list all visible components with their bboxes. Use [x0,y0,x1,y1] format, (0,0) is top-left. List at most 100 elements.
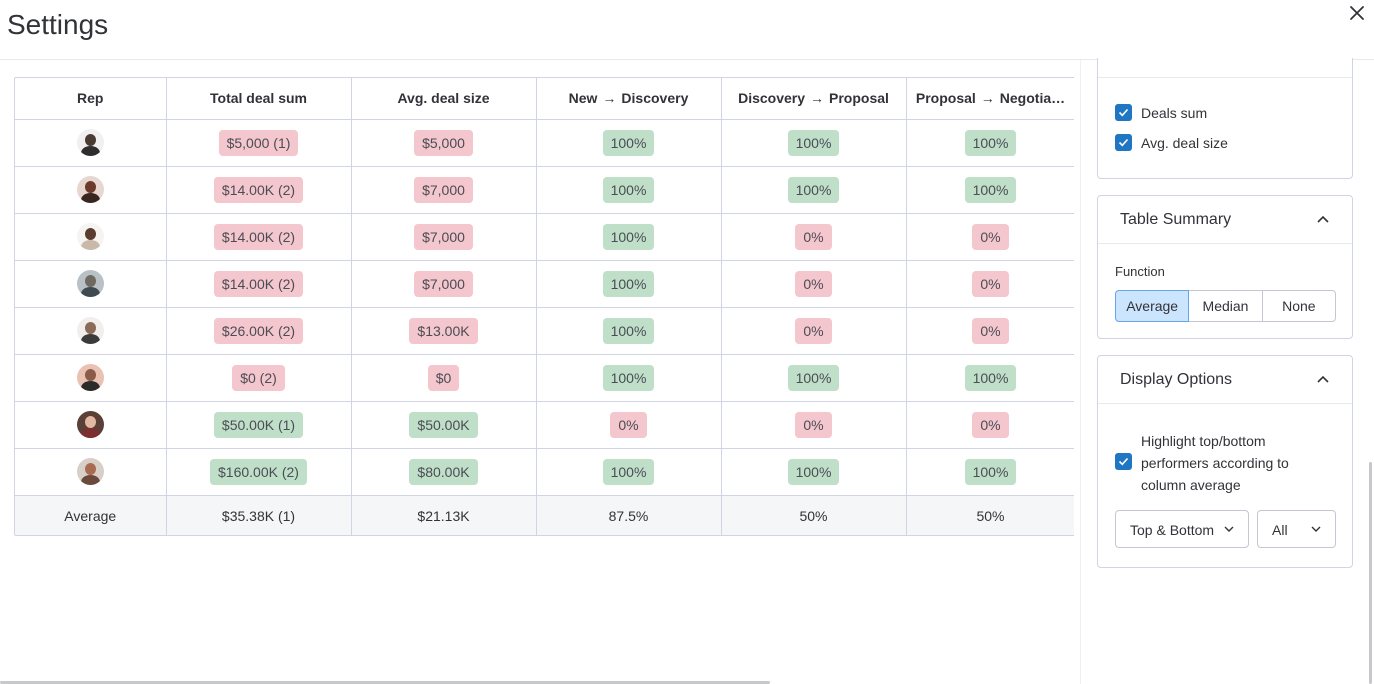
horizontal-scrollbar[interactable] [0,681,770,684]
cell-total-deal-sum: $14.00K (2) [166,260,352,308]
avatar-7[interactable] [76,411,104,438]
avatar-body [80,334,100,344]
arrow-right-icon: → [810,90,825,107]
avatar-5[interactable] [76,317,104,344]
arrow-right-icon: → [602,90,617,107]
avatar-body [80,475,100,485]
rep-cell [15,448,167,496]
value-pill: 100% [964,176,1017,203]
table-row: $14.00K (2) $7,000 100% 100% 100% [15,166,1074,214]
highlight-scope-select[interactable]: All [1257,510,1336,548]
table-row: $0 (2) $0 100% 100% 100% [15,354,1074,402]
cell-new-discovery: 100% [536,307,722,355]
cell-avg-deal-size: $7,000 [351,260,537,308]
cell-new-discovery: 100% [536,166,722,214]
function-label: Function [1115,264,1165,279]
function-option-median[interactable]: Median [1188,290,1263,322]
cell-proposal-negotiation: 100% [906,166,1074,214]
value-pill: $0 [427,364,460,391]
column-header-to: Proposal [829,90,889,107]
avatar-body [80,193,100,203]
avatar-head [84,322,96,334]
vertical-scrollbar[interactable] [1369,462,1372,684]
close-icon[interactable] [1347,3,1367,23]
cell-proposal-negotiation: 0% [906,401,1074,449]
deals-sum-checkbox[interactable] [1115,104,1132,121]
summary-cell: 50% [721,495,907,535]
cell-total-deal-sum: $0 (2) [166,354,352,402]
check-icon [1118,108,1129,117]
column-header-proposal-negotiation[interactable]: Proposal → Negotia… [906,78,1074,120]
summary-cell: 87.5% [536,495,722,535]
cell-new-discovery: 100% [536,448,722,496]
function-option-average[interactable]: Average [1115,290,1190,322]
highlight-checkbox[interactable] [1115,453,1132,470]
avatar-head [84,463,96,475]
column-header-rep[interactable]: Rep [15,78,167,120]
value-pill: 0% [795,223,832,250]
report-table: Rep Total deal sum Avg. deal size New → Di… [14,77,1074,536]
value-pill: 100% [964,364,1017,391]
rep-cell [15,119,167,167]
avatar-body [80,240,100,250]
cell-proposal-negotiation: 100% [906,354,1074,402]
highlight-mode-select[interactable]: Top & Bottom [1115,510,1249,548]
value-pill: $5,000 (1) [218,129,299,156]
summary-cell: $21.13K [351,495,537,535]
cell-discovery-proposal: 100% [721,166,907,214]
function-option-none[interactable]: None [1261,290,1336,322]
value-pill: 100% [787,176,840,203]
rep-cell [15,166,167,214]
chevron-up-icon[interactable] [1316,214,1330,224]
summary-label: Average [15,495,167,535]
cell-new-discovery: 100% [536,260,722,308]
cell-proposal-negotiation: 0% [906,307,1074,355]
cell-new-discovery: 100% [536,354,722,402]
avatar-3[interactable] [76,223,104,250]
avatar-2[interactable] [76,176,104,203]
summary-cell: 50% [906,495,1074,535]
cell-proposal-negotiation: 0% [906,260,1074,308]
rep-cell [15,401,167,449]
avatar-6[interactable] [76,364,104,391]
cell-discovery-proposal: 0% [721,307,907,355]
arrow-right-icon: → [980,90,995,107]
avg-deal-size-label: Avg. deal size [1141,135,1228,151]
avatar-head [84,369,96,381]
value-pill: 100% [602,223,655,250]
value-pill: 0% [795,411,832,438]
avatar-1[interactable] [76,129,104,156]
cell-avg-deal-size: $5,000 [351,119,537,167]
avatar-head [84,416,96,428]
cell-discovery-proposal: 100% [721,448,907,496]
value-pill: 0% [795,317,832,344]
cell-new-discovery: 0% [536,401,722,449]
table-header-row: Rep Total deal sum Avg. deal size New → Di… [15,78,1074,120]
column-header-total-deal-sum[interactable]: Total deal sum [166,78,352,120]
cell-discovery-proposal: 0% [721,213,907,261]
display-options-title: Display Options [1120,371,1233,388]
value-pill: $80.00K [409,458,478,485]
avg-deal-size-checkbox[interactable] [1115,134,1132,151]
highlight-label-line: Highlight top/bottom [1141,433,1266,449]
avatar-8[interactable] [76,458,104,485]
column-header-new-discovery[interactable]: New → Discovery [536,78,722,120]
table-summary-header[interactable]: Table Summary [1098,196,1352,244]
table-summary-card: Table Summary Function Average Median No… [1097,195,1353,339]
chevron-up-icon[interactable] [1316,374,1330,384]
cell-avg-deal-size: $50.00K [351,401,537,449]
avatar-body [80,287,100,297]
column-header-avg-deal-size[interactable]: Avg. deal size [351,78,537,120]
check-icon [1118,138,1129,147]
cell-total-deal-sum: $26.00K (2) [166,307,352,355]
value-pill: $14.00K (2) [213,223,304,250]
display-options-header[interactable]: Display Options [1098,356,1352,404]
avatar-head [84,181,96,193]
column-header-discovery-proposal[interactable]: Discovery → Proposal [721,78,907,120]
value-pill: 100% [602,364,655,391]
display-options-card: Display Options Highlight top/bottom per… [1097,355,1353,568]
summary-cell: $35.38K (1) [166,495,352,535]
table-row: $160.00K (2) $80.00K 100% 100% 100% [15,448,1074,496]
rep-cell [15,307,167,355]
avatar-4[interactable] [76,270,104,297]
